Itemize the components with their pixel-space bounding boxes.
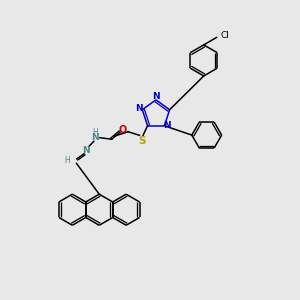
Text: N: N	[164, 121, 171, 130]
Text: N: N	[82, 146, 90, 155]
Text: Cl: Cl	[220, 32, 229, 40]
Text: N: N	[92, 133, 99, 142]
Text: N: N	[135, 104, 142, 113]
Text: S: S	[138, 136, 145, 146]
Text: N: N	[152, 92, 160, 101]
Text: H: H	[64, 156, 70, 165]
Text: O: O	[119, 124, 127, 135]
Text: H: H	[92, 128, 98, 137]
